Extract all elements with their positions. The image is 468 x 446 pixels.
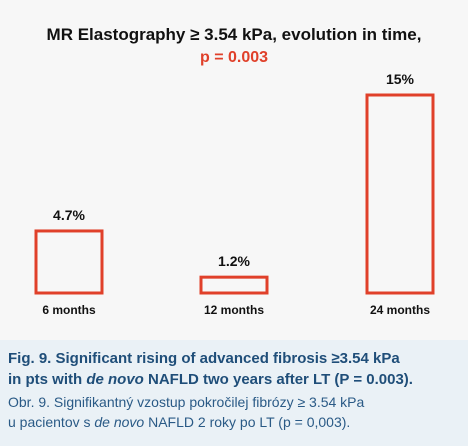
bar-3 [365, 93, 435, 295]
caption-en-line2-post: NAFLD two years after LT (P = 0.003). [143, 371, 413, 388]
bar-2 [199, 275, 269, 295]
data-label-2: 1.2% [218, 253, 250, 269]
data-label-3: 15% [386, 71, 415, 87]
caption-en-line2-pre: in pts with [8, 371, 87, 388]
chart-svg: MR Elastography ≥ 3.54 kPa, evolution in… [34, 25, 435, 317]
chart-panel: MR Elastography ≥ 3.54 kPa, evolution in… [34, 25, 435, 317]
caption-sk-line2-post: NAFLD 2 roky po LT (p = 0,003). [144, 414, 351, 430]
category-label-3: 24 months [370, 303, 430, 317]
chart-title: MR Elastography ≥ 3.54 kPa, evolution in… [47, 25, 422, 44]
caption-sk-line2-pre: u pacientov s [8, 414, 95, 430]
category-label-2: 12 months [204, 303, 264, 317]
category-label-1: 6 months [42, 303, 96, 317]
caption-english: Fig. 9. Significant rising of advanced f… [8, 348, 464, 390]
caption-en-line1: Fig. 9. Significant rising of advanced f… [8, 350, 400, 367]
caption-sk-line2-italic: de novo [94, 414, 145, 430]
caption-slovak: Obr. 9. Signifikantný vzostup pokročilej… [8, 392, 464, 432]
caption-sk-line1: Obr. 9. Signifikantný vzostup pokročilej… [8, 394, 365, 410]
bar-1 [34, 229, 104, 295]
data-label-1: 4.7% [53, 207, 85, 223]
figure-caption: Fig. 9. Significant rising of advanced f… [0, 340, 468, 446]
chart-subtitle: p = 0.003 [200, 49, 268, 66]
bars-layer: 4.7% 6 months 1.2% 12 months 15% 24 months [34, 71, 435, 317]
caption-en-line2-italic: de novo [86, 371, 144, 388]
